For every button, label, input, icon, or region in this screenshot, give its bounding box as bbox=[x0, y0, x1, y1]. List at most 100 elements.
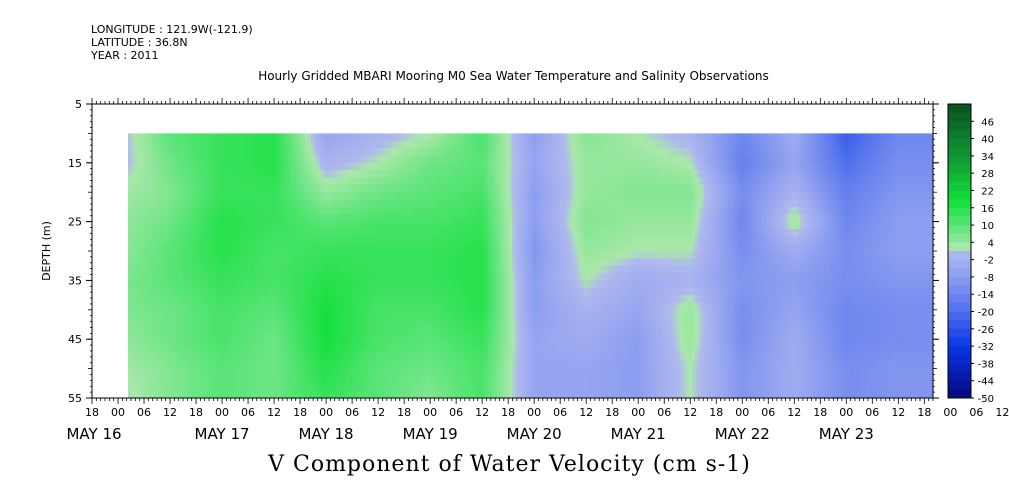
heat-cell bbox=[188, 228, 192, 237]
heat-cell bbox=[440, 287, 444, 296]
heat-cell bbox=[266, 148, 270, 157]
heat-cell bbox=[473, 177, 477, 186]
heat-cell bbox=[155, 361, 159, 370]
heat-cell bbox=[350, 199, 354, 208]
heat-cell bbox=[209, 177, 213, 186]
heat-cell bbox=[395, 155, 399, 164]
heat-cell bbox=[194, 361, 198, 370]
heat-cell bbox=[245, 221, 249, 230]
heat-cell bbox=[359, 177, 363, 186]
heat-cell bbox=[317, 265, 321, 274]
heat-cell bbox=[218, 199, 222, 208]
heat-cell bbox=[200, 170, 204, 179]
heat-cell bbox=[527, 353, 531, 362]
heat-cell bbox=[467, 287, 471, 296]
heat-cell bbox=[278, 361, 282, 370]
heat-cell bbox=[281, 375, 285, 384]
heat-cell bbox=[539, 214, 543, 223]
heat-cell bbox=[515, 258, 519, 267]
heat-cell bbox=[308, 287, 312, 296]
heat-cell bbox=[473, 199, 477, 208]
heat-cell bbox=[320, 170, 324, 179]
heat-cell bbox=[467, 309, 471, 318]
heat-cell bbox=[341, 273, 345, 281]
heat-cell bbox=[158, 170, 162, 179]
heat-cell bbox=[152, 324, 156, 333]
heat-cell bbox=[152, 295, 156, 304]
heat-cell bbox=[398, 280, 402, 289]
heat-cell bbox=[203, 214, 207, 223]
heat-cell bbox=[146, 251, 150, 259]
heat-cell bbox=[416, 162, 420, 171]
heat-cell bbox=[167, 265, 171, 274]
heat-cell bbox=[146, 243, 150, 252]
heat-cell bbox=[500, 353, 504, 362]
heat-cell bbox=[212, 199, 216, 208]
heat-cell bbox=[536, 265, 540, 274]
heat-cell bbox=[401, 265, 405, 274]
heat-cell bbox=[224, 309, 228, 318]
heat-cell bbox=[239, 251, 243, 259]
heat-cell bbox=[287, 199, 291, 208]
heat-cell bbox=[365, 361, 369, 370]
heat-cell bbox=[197, 273, 201, 281]
heat-cell bbox=[260, 162, 264, 171]
heat-cell bbox=[221, 390, 225, 398]
heat-cell bbox=[383, 148, 387, 157]
heat-cell bbox=[251, 265, 255, 274]
heat-cell bbox=[521, 184, 525, 193]
heat-cell bbox=[224, 317, 228, 326]
heat-cell bbox=[317, 148, 321, 157]
heat-cell bbox=[302, 295, 306, 304]
heat-cell bbox=[497, 287, 501, 296]
heat-cell bbox=[371, 258, 375, 267]
heat-cell bbox=[248, 317, 252, 326]
heat-cell bbox=[179, 243, 183, 252]
heat-cell bbox=[518, 295, 522, 304]
heat-cell bbox=[437, 221, 441, 230]
heat-cell bbox=[392, 287, 396, 296]
heat-cell bbox=[506, 302, 510, 311]
heat-cell bbox=[428, 184, 432, 193]
heat-cell bbox=[143, 170, 147, 179]
heat-cell bbox=[503, 361, 507, 370]
heat-cell bbox=[410, 346, 414, 355]
heat-cell bbox=[269, 287, 273, 296]
heat-cell bbox=[434, 155, 438, 164]
heat-cell bbox=[188, 302, 192, 311]
heat-cell bbox=[197, 140, 201, 149]
heat-cell bbox=[164, 317, 168, 326]
heat-cell bbox=[266, 324, 270, 333]
heat-cell bbox=[308, 199, 312, 208]
heat-cell bbox=[494, 228, 498, 237]
heat-cell bbox=[206, 192, 210, 201]
heat-cell bbox=[362, 287, 366, 296]
heat-cell bbox=[497, 206, 501, 215]
heat-cell bbox=[269, 214, 273, 223]
heat-cell bbox=[389, 184, 393, 193]
heat-cell bbox=[428, 251, 432, 259]
heat-cell bbox=[344, 170, 348, 179]
heat-cell bbox=[272, 368, 276, 377]
heat-cell bbox=[410, 177, 414, 186]
heat-cell bbox=[200, 236, 204, 245]
heat-cell bbox=[173, 331, 177, 340]
heat-cell bbox=[299, 302, 303, 311]
heat-cell bbox=[341, 192, 345, 201]
heat-cell bbox=[479, 177, 483, 186]
heat-cell bbox=[440, 148, 444, 157]
heat-cell bbox=[416, 236, 420, 245]
heat-cell bbox=[317, 192, 321, 201]
heat-cell bbox=[452, 368, 456, 377]
heat-cell bbox=[305, 192, 309, 201]
heat-cell bbox=[449, 265, 453, 274]
heat-cell bbox=[182, 258, 186, 267]
heat-cell bbox=[314, 228, 318, 237]
heat-cell bbox=[302, 148, 306, 157]
heat-cell bbox=[206, 339, 210, 348]
heat-cell bbox=[407, 280, 411, 289]
heat-cell bbox=[371, 133, 375, 142]
heat-cell bbox=[389, 258, 393, 267]
heat-cell bbox=[317, 287, 321, 296]
heat-cell bbox=[149, 302, 153, 311]
